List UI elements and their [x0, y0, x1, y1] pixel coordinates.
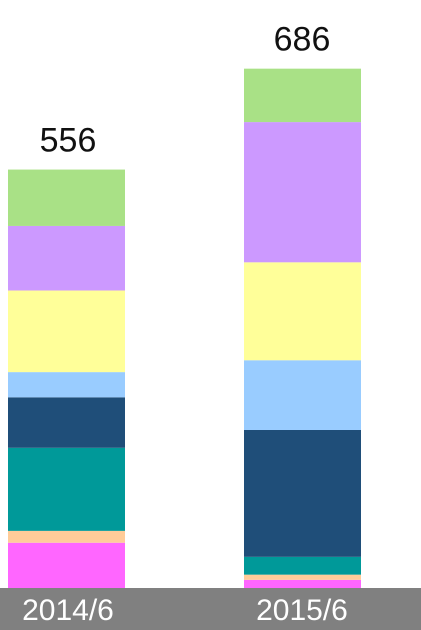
bar-segment-2014-6-s7	[8, 225, 125, 291]
bar-segment-2015-6-s8	[244, 68, 361, 123]
x-axis-ticks: 2014/6 2015/6	[22, 594, 348, 627]
bar-segment-2015-6-s3	[244, 556, 361, 575]
bar-segment-2014-6-s2	[8, 530, 125, 543]
x-tick-label-2015-6: 2015/6	[256, 594, 348, 627]
bar-segment-2014-6-s4	[8, 397, 125, 448]
bar-segment-2015-6-s2	[244, 574, 361, 580]
x-axis-band	[0, 588, 421, 630]
total-labels-group: 556 686	[40, 21, 331, 160]
bar-segment-2014-6-s8	[8, 169, 125, 226]
x-tick-label-2014-6: 2014/6	[22, 594, 114, 627]
total-label-2015-6: 686	[274, 21, 331, 59]
bar-segment-2014-6-s5	[8, 372, 125, 398]
bar-segment-2015-6-s6	[244, 262, 361, 361]
bar-segment-2014-6-s6	[8, 290, 125, 373]
bar-segment-2015-6-s1	[244, 579, 361, 588]
bar-segment-2015-6-s5	[244, 360, 361, 430]
bar-segment-2014-6-s3	[8, 447, 125, 531]
bars-group	[8, 68, 361, 588]
bar-segment-2014-6-s1	[8, 542, 125, 588]
total-label-2014-6: 556	[40, 122, 97, 160]
bar-segment-2015-6-s7	[244, 122, 361, 263]
bar-segment-2015-6-s4	[244, 429, 361, 557]
